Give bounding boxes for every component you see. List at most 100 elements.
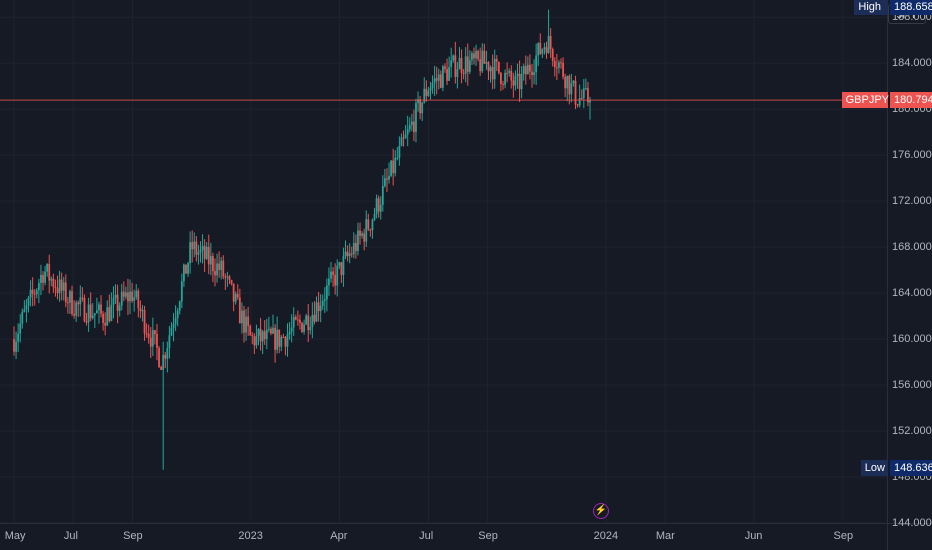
candle-body <box>485 62 488 64</box>
candle-body <box>321 300 324 306</box>
candle-body <box>209 256 212 265</box>
candle-body <box>127 292 129 302</box>
candle-body <box>147 333 150 338</box>
candle-body <box>508 70 511 73</box>
candle-body <box>402 137 405 139</box>
candle-body <box>270 328 272 334</box>
candle-body <box>214 271 216 276</box>
candle-body <box>344 251 347 257</box>
candle-body <box>589 100 591 103</box>
candle-body <box>13 339 15 352</box>
candle-body <box>261 331 264 342</box>
candle-body <box>460 57 463 73</box>
candle-body <box>278 329 281 347</box>
candle-body <box>454 55 457 77</box>
candle-body <box>574 80 577 105</box>
candle-body <box>348 253 351 257</box>
candle-body <box>361 233 363 236</box>
candle-body <box>40 274 42 283</box>
high-value: 188.658 <box>890 0 932 15</box>
candle-body <box>442 66 444 88</box>
lightning-icon[interactable]: ⚡ <box>593 503 609 519</box>
candle-body <box>60 279 63 291</box>
candle-body <box>216 263 218 276</box>
candle-body <box>412 121 415 133</box>
low-value: 148.636 <box>890 459 932 476</box>
price-tick-label: 184.000 <box>892 57 932 70</box>
price-tick-label: 176.000 <box>892 149 932 162</box>
candle-body <box>191 242 194 250</box>
candle-body <box>464 56 467 74</box>
candle-body <box>558 62 560 68</box>
candle-body <box>158 347 160 367</box>
candle-body <box>294 317 297 320</box>
candle-body <box>439 74 442 88</box>
candle-body <box>19 323 22 334</box>
candle-body <box>346 251 349 257</box>
price-tick-label: 156.000 <box>892 379 932 392</box>
candle-body <box>452 55 455 61</box>
candle-body <box>29 289 32 298</box>
candle-body <box>390 160 393 176</box>
candle-body <box>522 66 525 74</box>
candle-body <box>398 145 401 158</box>
candle-body <box>153 330 156 334</box>
candle-body <box>487 62 490 72</box>
candle-body <box>456 69 459 77</box>
candle-body <box>104 322 107 326</box>
candle-body <box>296 319 299 321</box>
candle-body <box>493 58 496 80</box>
candle-body <box>543 47 546 50</box>
candle-body <box>323 299 326 301</box>
candle-body <box>17 333 20 342</box>
candle-body <box>259 328 262 342</box>
candle-body <box>100 304 102 314</box>
candle-body <box>189 242 192 264</box>
candle-body <box>131 291 134 301</box>
candle-body <box>87 304 90 323</box>
candle-body <box>58 279 61 294</box>
candle-body <box>512 80 515 86</box>
candle-body <box>234 293 237 302</box>
candle-body <box>551 49 554 61</box>
candle-body <box>555 67 558 69</box>
candle-body <box>305 315 308 325</box>
candle-body <box>151 330 154 347</box>
candle-body <box>568 75 571 95</box>
candle-body <box>431 82 434 88</box>
candle-body <box>197 252 200 255</box>
candle-body <box>286 334 289 347</box>
candle-body <box>535 55 538 73</box>
candle-body <box>23 309 26 312</box>
candle-body <box>473 53 475 59</box>
candle-body <box>27 297 30 306</box>
candle-body <box>342 256 345 276</box>
candle-body <box>516 73 519 76</box>
candle-body <box>207 246 210 265</box>
candle-body <box>497 61 500 73</box>
candle-body <box>299 319 301 323</box>
candle-body <box>580 97 583 99</box>
candle-body <box>180 281 183 302</box>
candle-body <box>425 88 428 96</box>
price-tick-label: 152.000 <box>892 425 932 438</box>
candle-body <box>446 69 448 81</box>
high-label: High <box>854 0 888 15</box>
candle-body <box>572 80 575 84</box>
candle-body <box>42 274 44 283</box>
candle-body <box>25 305 28 310</box>
candle-body <box>212 256 214 272</box>
candle-body <box>319 305 322 312</box>
time-tick-label: Mar <box>655 530 675 542</box>
candle-body <box>336 265 339 286</box>
candle-body <box>466 56 469 72</box>
candle-body <box>396 157 399 159</box>
candle-body <box>77 302 80 305</box>
candle-body <box>526 64 529 75</box>
candle-body <box>201 245 204 250</box>
candle-body <box>541 49 544 54</box>
candle-body <box>124 292 127 297</box>
candle-body <box>122 291 125 297</box>
